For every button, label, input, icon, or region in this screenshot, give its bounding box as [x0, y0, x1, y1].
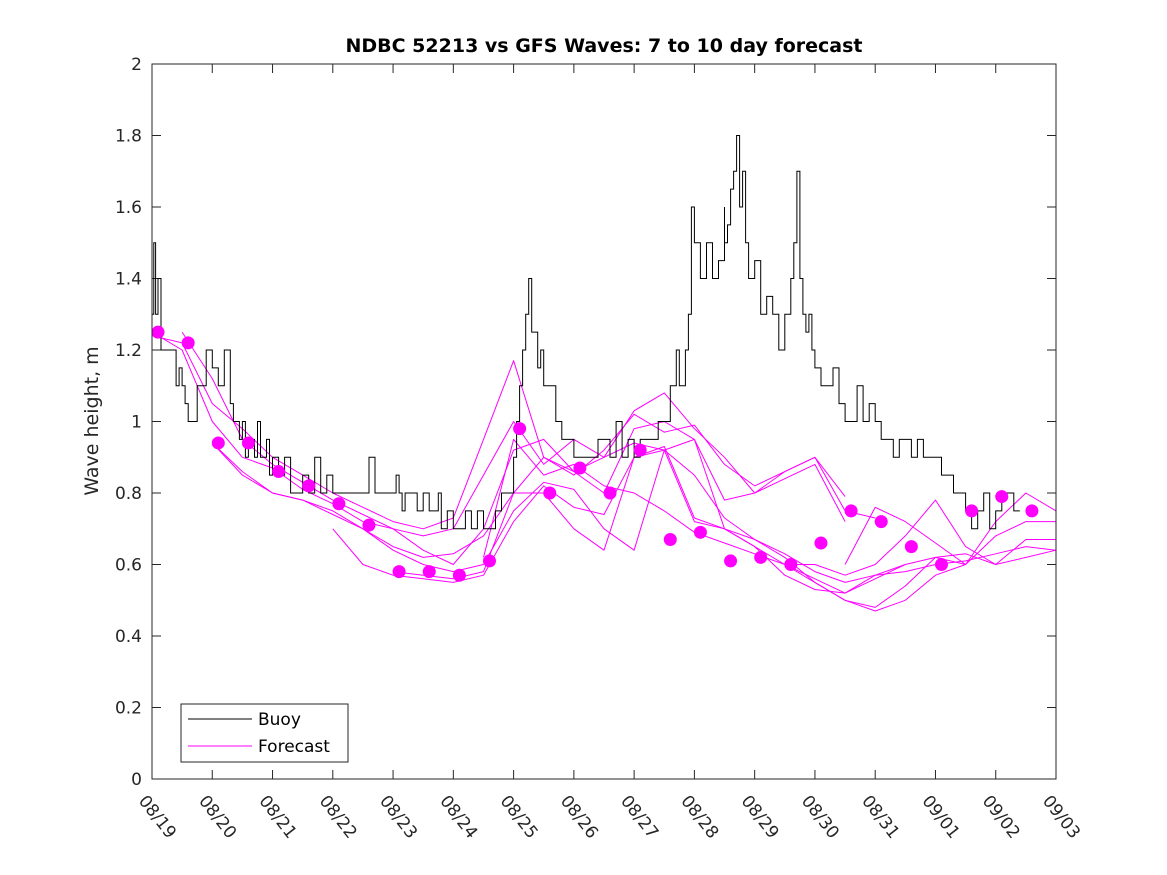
x-tick-label: 08/31 [857, 792, 903, 843]
x-tick-label: 08/23 [375, 792, 421, 843]
x-tick-label: 09/03 [1038, 792, 1084, 843]
y-tick-label: 2 [131, 55, 142, 75]
forecast-marker [934, 558, 948, 571]
x-tick-label: 08/24 [435, 792, 481, 843]
forecast-marker [513, 422, 527, 436]
y-tick-label: 0.4 [115, 627, 142, 647]
forecast-line [784, 499, 1057, 576]
forecast-marker [844, 504, 858, 518]
forecast-marker [543, 486, 557, 500]
y-tick-label: 1.2 [115, 341, 142, 361]
x-tick-label: 08/22 [315, 792, 361, 843]
chart-title: NDBC 52213 vs GFS Waves: 7 to 10 day for… [345, 35, 862, 57]
forecast-marker [965, 504, 979, 518]
forecast-marker [211, 436, 225, 450]
forecast-marker [573, 461, 587, 475]
forecast-line [151, 335, 846, 530]
y-tick-label: 0.2 [115, 699, 142, 719]
legend-label-forecast: Forecast [258, 737, 330, 757]
forecast-marker [814, 536, 828, 550]
forecast-marker [603, 486, 617, 500]
forecast-line [211, 442, 906, 594]
plot-background [152, 64, 1056, 779]
y-tick-label: 1.6 [115, 198, 142, 218]
forecast-marker [633, 443, 647, 457]
y-tick-label: 1.8 [115, 127, 142, 147]
forecast-markers [151, 325, 1039, 582]
legend-box [180, 703, 349, 763]
x-tick-label: 08/21 [255, 792, 301, 843]
plot-frame [151, 63, 1057, 780]
y-tick-label: 0 [131, 770, 142, 790]
x-tick-label: 09/02 [978, 792, 1024, 843]
forecast-marker [874, 515, 888, 529]
forecast-marker [995, 490, 1009, 504]
y-tick-labels: 0 0.2 0.4 0.6 0.8 1 1.2 1.4 1.6 1.8 2 [115, 55, 142, 790]
y-axis-label: Wave height, m [81, 346, 103, 495]
x-tick-label: 08/28 [676, 792, 722, 843]
forecast-marker [754, 550, 768, 564]
forecast-marker [181, 336, 195, 350]
forecast-marker [332, 497, 346, 511]
legend-label-buoy: Buoy [258, 710, 301, 730]
x-tick-label: 08/25 [496, 792, 542, 843]
forecast-marker [904, 540, 918, 554]
buoy-line [152, 135, 1020, 530]
x-tick-label: 08/30 [797, 792, 843, 843]
y-tick-label: 1.4 [115, 270, 142, 290]
forecast-marker [422, 565, 436, 579]
forecast-marker [241, 436, 255, 450]
forecast-marker [452, 568, 466, 582]
x-tick-label: 08/27 [616, 792, 662, 843]
forecast-marker [693, 525, 707, 539]
forecast-marker [1025, 504, 1039, 518]
forecast-marker [784, 558, 798, 571]
y-tick-label: 1 [131, 413, 142, 433]
x-tick-label: 08/29 [737, 792, 783, 843]
forecast-marker [724, 554, 738, 568]
forecast-line [151, 331, 846, 537]
x-tick-label: 08/26 [556, 792, 602, 843]
x-tick-label: 08/20 [194, 792, 240, 843]
legend: Buoy Forecast [180, 703, 349, 763]
forecast-line [844, 492, 1057, 565]
forecast-marker [482, 554, 496, 568]
y-tick-label: 0.6 [115, 556, 142, 576]
x-tick-label: 09/01 [918, 792, 964, 843]
forecast-marker [392, 565, 406, 579]
forecast-marker [302, 479, 316, 493]
forecast-line [181, 331, 876, 565]
x-tick-label: 08/19 [134, 792, 180, 843]
forecast-marker [362, 518, 376, 532]
forecast-marker [151, 325, 165, 339]
x-tick-labels: 08/19 08/20 08/21 08/22 08/23 08/24 08/25 08/26… [134, 792, 1084, 843]
forecast-marker [663, 532, 677, 546]
forecast-marker [272, 465, 286, 479]
y-tick-label: 0.8 [115, 484, 142, 504]
